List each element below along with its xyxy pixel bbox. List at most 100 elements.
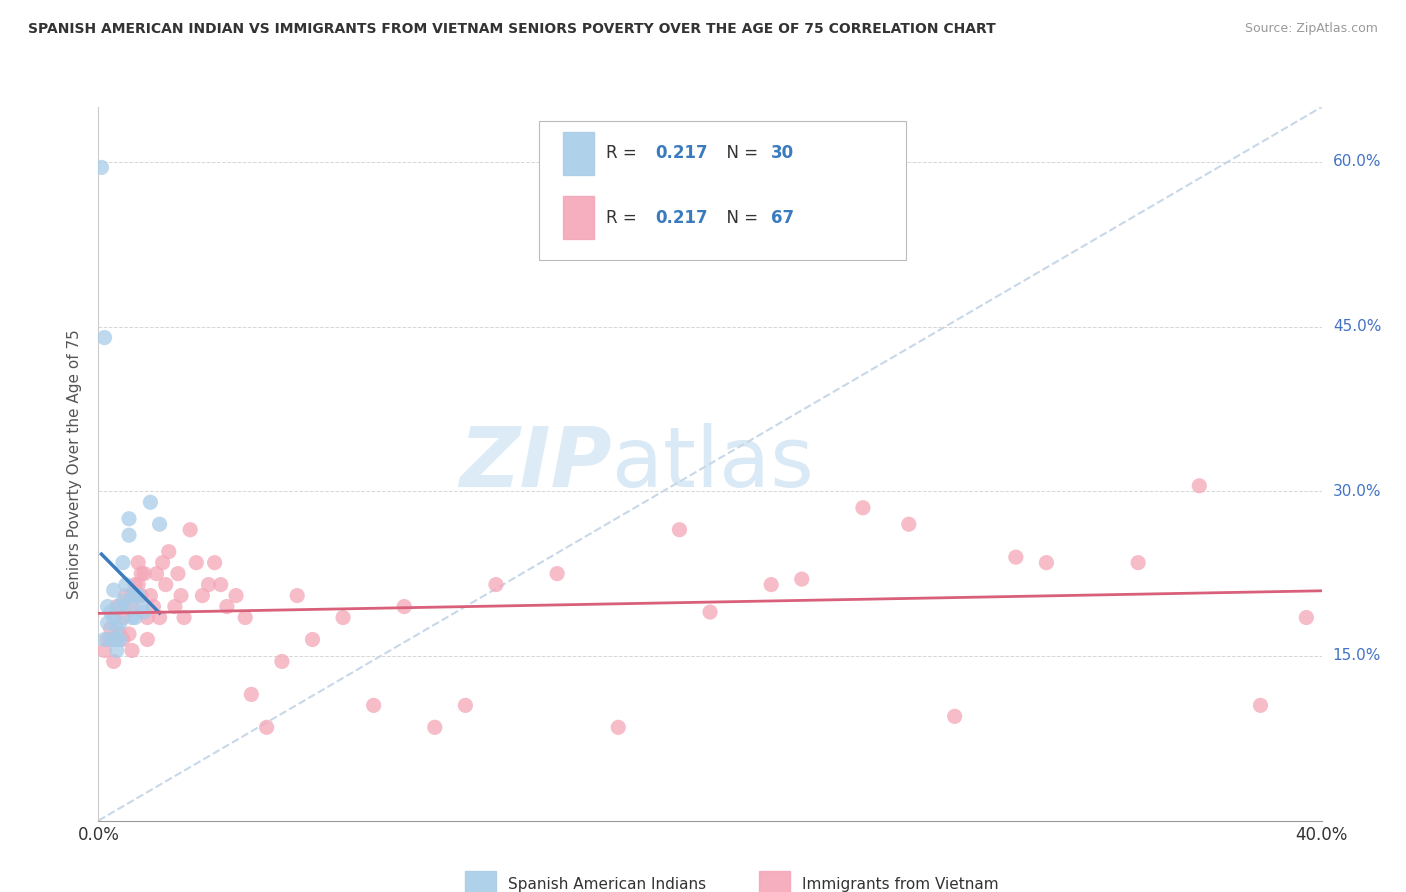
Point (852, 500, 875, 515)
Point (111, 632, 134, 647)
Point (108, 615, 131, 630)
Point (93, 643, 115, 657)
Point (1128, 556, 1150, 570)
Point (103, 610, 125, 624)
Point (197, 577, 219, 591)
Text: Source: ZipAtlas.com: Source: ZipAtlas.com (1244, 22, 1378, 36)
Point (121, 610, 143, 624)
Bar (564, 132, 593, 175)
Point (103, 632, 125, 647)
Text: ZIP: ZIP (460, 424, 612, 504)
Point (301, 632, 323, 647)
Point (699, 605, 721, 619)
Point (111, 594, 134, 608)
Point (668, 523, 690, 537)
Point (118, 528, 141, 542)
Point (100, 632, 122, 647)
Point (152, 556, 174, 570)
Point (392, 599, 416, 614)
Point (105, 599, 128, 614)
Point (139, 495, 162, 509)
Point (179, 523, 201, 537)
Text: R =: R = (606, 145, 643, 162)
Point (173, 610, 195, 624)
Text: atlas: atlas (612, 424, 814, 504)
Point (108, 632, 131, 647)
Point (240, 687, 263, 701)
Point (136, 632, 159, 647)
Point (454, 698, 477, 713)
Text: N =: N = (716, 209, 763, 227)
Point (1295, 610, 1317, 624)
Text: N =: N = (716, 145, 763, 162)
Point (157, 544, 180, 558)
Point (204, 556, 226, 570)
Text: R =: R = (606, 209, 643, 227)
Bar (759, 871, 790, 892)
Point (285, 589, 308, 603)
Point (270, 655, 292, 669)
Text: 67: 67 (772, 209, 794, 227)
Point (155, 577, 177, 591)
Point (485, 577, 508, 591)
Bar (564, 196, 593, 239)
Point (145, 566, 167, 581)
Text: 60.0%: 60.0% (1333, 154, 1381, 169)
Point (1035, 556, 1057, 570)
Y-axis label: Seniors Poverty Over the Age of 75: Seniors Poverty Over the Age of 75 (67, 329, 83, 599)
Point (170, 589, 193, 603)
Point (256, 720, 278, 734)
Text: Immigrants from Vietnam: Immigrants from Vietnam (801, 878, 998, 892)
Point (142, 599, 165, 614)
Point (129, 566, 152, 581)
Point (93, 330, 115, 344)
Text: 45.0%: 45.0% (1333, 319, 1381, 334)
Point (129, 589, 152, 603)
Point (134, 605, 156, 619)
Point (332, 610, 354, 624)
Point (103, 655, 125, 669)
Point (129, 599, 152, 614)
Point (139, 589, 162, 603)
Point (103, 583, 125, 598)
Point (209, 577, 232, 591)
FancyBboxPatch shape (538, 121, 905, 260)
Point (90, 161, 112, 175)
Point (943, 709, 966, 723)
Point (215, 599, 238, 614)
Point (100, 605, 122, 619)
Point (97, 615, 120, 630)
Point (897, 517, 920, 532)
Point (186, 556, 208, 570)
Point (121, 643, 143, 657)
Point (233, 610, 256, 624)
Point (423, 720, 446, 734)
Point (127, 556, 149, 570)
Point (108, 627, 131, 641)
Point (115, 589, 138, 603)
Point (108, 599, 131, 614)
Point (134, 566, 156, 581)
Point (121, 599, 143, 614)
Point (191, 589, 214, 603)
Point (115, 599, 138, 614)
Point (115, 577, 138, 591)
Text: 30.0%: 30.0% (1333, 483, 1381, 499)
Point (225, 589, 247, 603)
Point (121, 589, 143, 603)
Point (124, 577, 146, 591)
Point (1188, 479, 1211, 493)
Point (136, 610, 159, 624)
Text: SPANISH AMERICAN INDIAN VS IMMIGRANTS FROM VIETNAM SENIORS POVERTY OVER THE AGE : SPANISH AMERICAN INDIAN VS IMMIGRANTS FR… (28, 22, 995, 37)
Text: 0.217: 0.217 (655, 145, 707, 162)
Point (105, 643, 128, 657)
Point (97, 599, 120, 614)
Point (167, 566, 190, 581)
Point (105, 632, 128, 647)
Text: 0.217: 0.217 (655, 209, 707, 227)
Text: 30: 30 (772, 145, 794, 162)
Point (1004, 550, 1026, 565)
Point (149, 517, 172, 532)
Point (97, 632, 120, 647)
Point (118, 512, 141, 526)
